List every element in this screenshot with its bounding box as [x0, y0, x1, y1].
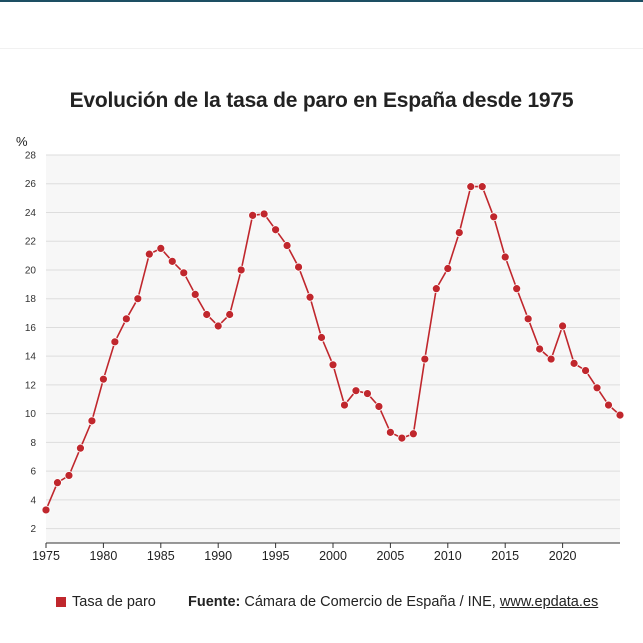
data-point-1997[interactable]: [294, 262, 303, 272]
y-tick-label: 28: [25, 151, 37, 162]
data-point-2024[interactable]: [604, 400, 613, 410]
series-points: [41, 182, 625, 515]
data-point-1978[interactable]: [76, 443, 85, 453]
y-tick-label: 10: [25, 409, 37, 420]
data-point-1999[interactable]: [317, 333, 326, 342]
x-tick-label: 1985: [147, 549, 175, 563]
data-point-1990[interactable]: [213, 321, 223, 331]
data-point-1993[interactable]: [248, 210, 258, 220]
data-point-1976[interactable]: [53, 478, 62, 488]
data-point-2003[interactable]: [363, 389, 372, 398]
y-tick-label: 24: [25, 208, 37, 219]
data-point-2016[interactable]: [512, 284, 522, 294]
data-point-1989[interactable]: [202, 310, 212, 319]
x-tick-label: 1975: [32, 549, 60, 563]
data-point-2023[interactable]: [592, 383, 602, 393]
data-point-1995[interactable]: [271, 225, 281, 235]
x-tick-label: 1995: [262, 549, 290, 563]
data-point-2012[interactable]: [466, 182, 476, 192]
data-point-1991[interactable]: [225, 310, 235, 319]
data-point-1980[interactable]: [99, 374, 108, 384]
legend: Tasa de paro: [56, 594, 156, 610]
y-tick-label: 6: [30, 467, 36, 478]
data-point-1998[interactable]: [305, 292, 315, 302]
data-point-2011[interactable]: [454, 228, 464, 238]
data-point-1985[interactable]: [156, 244, 166, 253]
chart-title: Evolución de la tasa de paro en España d…: [69, 89, 574, 112]
y-tick-label: 16: [25, 323, 37, 334]
data-point-1984[interactable]: [144, 249, 154, 259]
plot-area: [46, 155, 620, 543]
y-tick-label: 22: [25, 237, 37, 248]
source-note: Fuente: Cámara de Comercio de España / I…: [188, 594, 598, 610]
x-tick-label: 2015: [491, 549, 519, 563]
y-tick-label: 20: [25, 265, 37, 276]
data-point-1981[interactable]: [110, 337, 120, 347]
source-text: Cámara de Comercio de España / INE,: [240, 594, 500, 610]
data-point-1986[interactable]: [167, 256, 177, 266]
data-point-1982[interactable]: [121, 314, 131, 324]
y-tick-label: 12: [25, 380, 37, 391]
x-tick-label: 2005: [376, 549, 404, 563]
data-point-2001[interactable]: [340, 400, 349, 410]
data-point-1977[interactable]: [64, 471, 74, 480]
data-point-2000[interactable]: [328, 360, 338, 370]
top-accent-rule: [0, 0, 643, 2]
x-axis-ticks: 1975 1980 1985 1990 1995 2000 2005 2010 2015 2020: [32, 543, 577, 563]
data-point-2008[interactable]: [420, 354, 430, 364]
y-tick-label: 18: [25, 294, 37, 305]
data-point-1992[interactable]: [236, 265, 246, 275]
data-point-1975[interactable]: [41, 505, 51, 515]
data-point-2007[interactable]: [408, 429, 418, 439]
data-point-2021[interactable]: [569, 358, 579, 368]
data-point-2025[interactable]: [615, 410, 625, 420]
header-band: [0, 2, 643, 49]
data-point-1983[interactable]: [133, 294, 143, 304]
x-tick-label: 2020: [549, 549, 577, 563]
data-point-2013[interactable]: [477, 182, 487, 192]
source-prefix: Fuente:: [188, 594, 241, 610]
y-tick-label: 14: [25, 352, 37, 363]
data-point-1996[interactable]: [282, 241, 292, 250]
y-tick-label: 2: [30, 524, 36, 535]
data-point-2017[interactable]: [523, 314, 533, 324]
data-point-1979[interactable]: [87, 416, 97, 426]
x-tick-label: 1990: [204, 549, 232, 563]
data-point-2018[interactable]: [535, 344, 545, 354]
data-point-1987[interactable]: [179, 268, 189, 278]
data-point-1988[interactable]: [190, 289, 200, 299]
x-tick-label: 2000: [319, 549, 347, 563]
data-point-2022[interactable]: [581, 366, 590, 375]
data-point-2004[interactable]: [374, 402, 384, 411]
data-point-2002[interactable]: [351, 386, 361, 396]
legend-swatch: [56, 597, 66, 607]
y-axis-label: %: [16, 134, 28, 149]
data-point-2006[interactable]: [397, 433, 407, 443]
data-point-2005[interactable]: [385, 427, 395, 437]
x-tick-label: 2010: [434, 549, 462, 563]
data-point-2010[interactable]: [443, 264, 453, 273]
y-tick-label: 4: [30, 495, 36, 506]
x-tick-label: 1980: [89, 549, 117, 563]
data-point-1994[interactable]: [259, 209, 269, 219]
y-tick-label: 8: [30, 438, 36, 449]
data-point-2019[interactable]: [546, 354, 556, 364]
data-point-2020[interactable]: [558, 321, 567, 331]
legend-label: Tasa de paro: [72, 594, 156, 610]
data-point-2009[interactable]: [431, 284, 441, 294]
y-tick-label: 26: [25, 179, 37, 190]
source-link[interactable]: www.epdata.es: [499, 594, 599, 610]
data-point-2014[interactable]: [489, 212, 499, 222]
data-point-2015[interactable]: [500, 252, 510, 262]
